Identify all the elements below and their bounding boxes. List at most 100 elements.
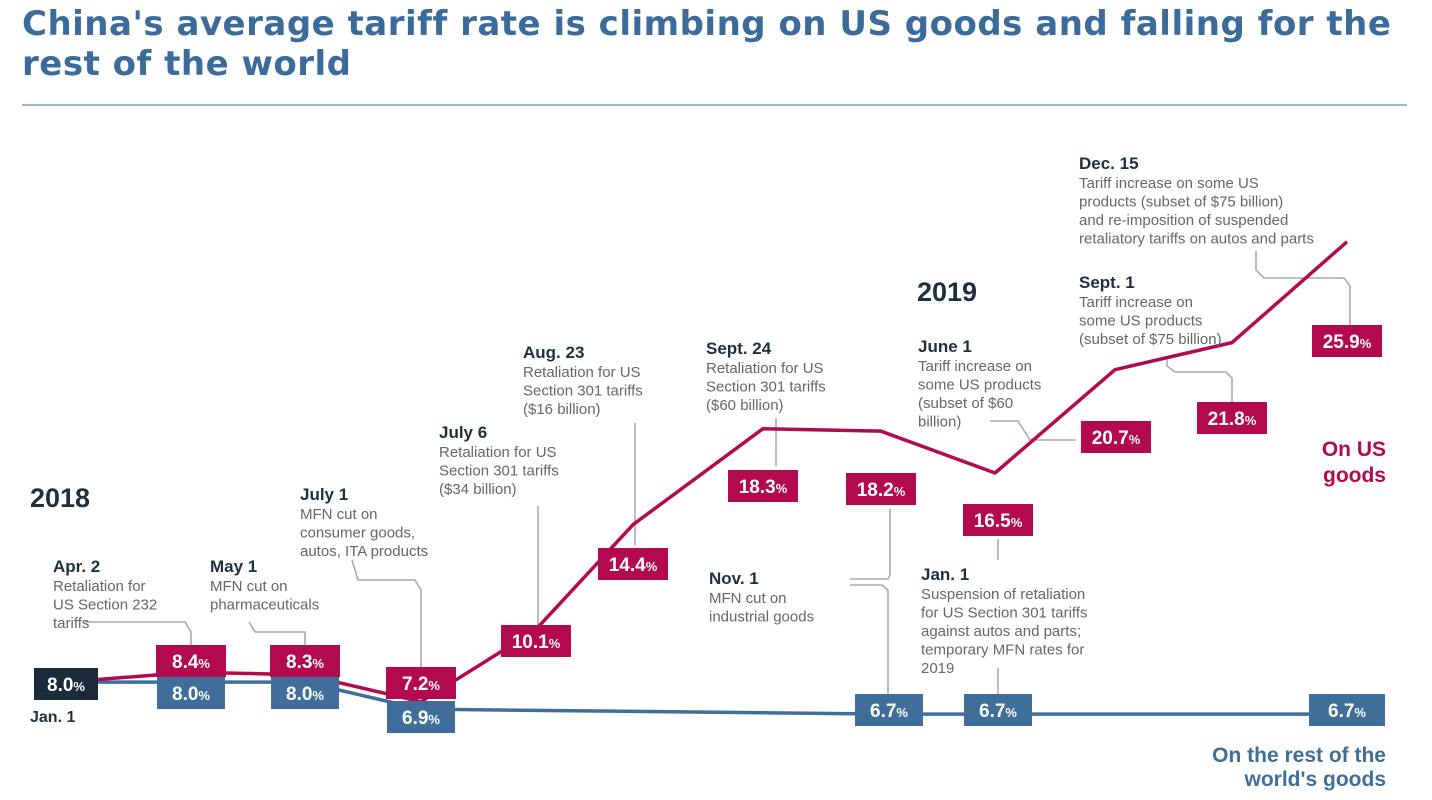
annotation-text-6-1: industrial goods [709,609,814,626]
annotation-date-4: Aug. 23 [523,343,584,362]
annotation-text-7-4: 2019 [921,660,954,677]
us-value-label-9-text: 21.8% [1208,409,1257,430]
annotation-text-3-1: Section 301 tariffs [439,463,559,480]
us-value-label-1-text: 8.3% [286,652,324,673]
us-value-label-6: 18.2% [846,473,916,505]
us-value-label-10-text: 25.9% [1323,332,1372,353]
world-value-label-2-text: 6.9% [402,708,440,729]
annotation-text-8-2: (subset of $60 [918,395,1013,412]
annotation-text-7-3: temporary MFN rates for [921,642,1084,659]
us-value-label-5-text: 18.3% [739,477,788,498]
start-value-label-box [34,668,98,700]
us-value-label-9-box [1197,402,1267,434]
us-value-label-0: 8.4% [156,645,226,677]
us-value-label-3-text: 10.1% [512,632,561,653]
us-value-label-0-box [156,645,226,677]
annotation-text-0-1: US Section 232 [53,597,157,614]
annotation-text-1-0: MFN cut on [210,578,288,595]
us-value-label-4-text: 14.4% [609,555,658,576]
annotation-text-6-0: MFN cut on [709,590,787,607]
annotation-text-8-3: billion) [918,414,961,431]
world-value-label-3-text: 6.7% [870,701,908,722]
us-value-label-8: 20.7% [1081,421,1151,453]
world-series-label-line-1: world's goods [1244,768,1387,791]
annotation-date-3: July 6 [439,423,487,442]
us-value-label-6-box [846,473,916,505]
annotation-date-6: Nov. 1 [709,569,759,588]
leader-line-7 [850,584,889,694]
annotation-text-1-1: pharmaceuticals [210,597,319,614]
title-divider [22,104,1407,106]
world-value-label-5-box [1309,694,1385,726]
us-value-label-5-box [728,470,798,502]
world-series-label-line-0: On the rest of the [1212,744,1386,767]
annotation-text-3-0: Retaliation for US [439,444,557,461]
annotation-date-10: Dec. 15 [1079,154,1139,173]
us-value-label-2: 7.2% [386,667,456,699]
us-value-label-8-box [1081,421,1151,453]
leader-line-12 [1255,251,1351,325]
start-value-label-text: 8.0% [47,675,85,696]
leader-line-1 [248,621,306,645]
us-value-label-7-text: 16.5% [974,511,1023,532]
annotation-text-4-1: Section 301 tariffs [523,383,643,400]
world-value-label-1-box [271,677,339,709]
world-value-label-4: 6.7% [964,694,1032,726]
leader-line-2 [351,559,422,667]
us-value-label-4: 14.4% [598,548,668,580]
annotation-date-2: July 1 [300,485,348,504]
leader-line-11 [1166,357,1233,404]
annotation-text-9-1: some US products [1079,313,1202,330]
us-value-label-1: 8.3% [270,645,340,677]
us-value-label-5: 18.3% [728,470,798,502]
annotation-text-10-3: retaliatory tariffs on autos and parts [1079,231,1314,248]
annotation-text-9-2: (subset of $75 billion) [1079,331,1222,348]
annotation-text-8-1: some US products [918,377,1041,394]
annotation-date-5: Sept. 24 [706,339,772,358]
us-value-label-10-box [1312,325,1382,357]
start-value-label: 8.0% [34,668,98,700]
annotation-text-7-1: for US Section 301 tariffs [921,605,1087,622]
annotation-text-4-2: ($16 billion) [523,401,601,418]
world-value-label-4-box [964,694,1032,726]
us-value-label-1-box [270,645,340,677]
world-goods-line [64,680,1347,716]
leader-line-0 [85,621,192,645]
us-value-label-9: 21.8% [1197,402,1267,434]
annotation-text-4-0: Retaliation for US [523,364,641,381]
annotation-text-0-0: Retaliation for [53,578,146,595]
world-value-label-1-text: 8.0% [286,684,324,705]
world-value-label-0: 8.0% [157,677,225,709]
us-value-label-6-text: 18.2% [857,480,906,501]
us-value-label-0-text: 8.4% [172,652,210,673]
us-value-label-7-box [963,504,1033,536]
annotation-text-2-2: autos, ITA products [300,543,428,560]
annotation-text-9-0: Tariff increase on [1079,294,1193,311]
annotation-text-10-1: products (subset of $75 billion) [1079,194,1283,211]
world-value-label-3-box [855,694,923,726]
annotation-text-5-1: Section 301 tariffs [706,379,826,396]
us-value-label-8-text: 20.7% [1092,428,1141,449]
world-value-label-1: 8.0% [271,677,339,709]
year-label-2018: 2018 [30,483,90,513]
world-value-label-5: 6.7% [1309,694,1385,726]
annotation-date-7: Jan. 1 [921,565,969,584]
world-value-label-2-box [387,701,455,733]
us-value-label-3: 10.1% [501,625,571,657]
annotation-text-2-1: consumer goods, [300,525,415,542]
world-value-label-5-text: 6.7% [1328,701,1366,722]
world-value-label-3: 6.7% [855,694,923,726]
annotation-text-7-0: Suspension of retaliation [921,586,1085,603]
us-series-label-line-1: goods [1323,464,1386,487]
chart-title: China's average tariff rate is climbing … [22,4,1392,84]
annotation-text-5-0: Retaliation for US [706,360,824,377]
annotation-date-0: Apr. 2 [53,557,100,576]
annotation-text-7-2: against autos and parts; [921,623,1081,640]
us-value-label-2-text: 7.2% [402,674,440,695]
leader-line-10 [990,420,1076,441]
annotation-text-5-2: ($60 billion) [706,397,784,414]
annotation-date-9: Sept. 1 [1079,273,1135,292]
us-value-label-2-box [386,667,456,699]
us-value-label-10: 25.9% [1312,325,1382,357]
